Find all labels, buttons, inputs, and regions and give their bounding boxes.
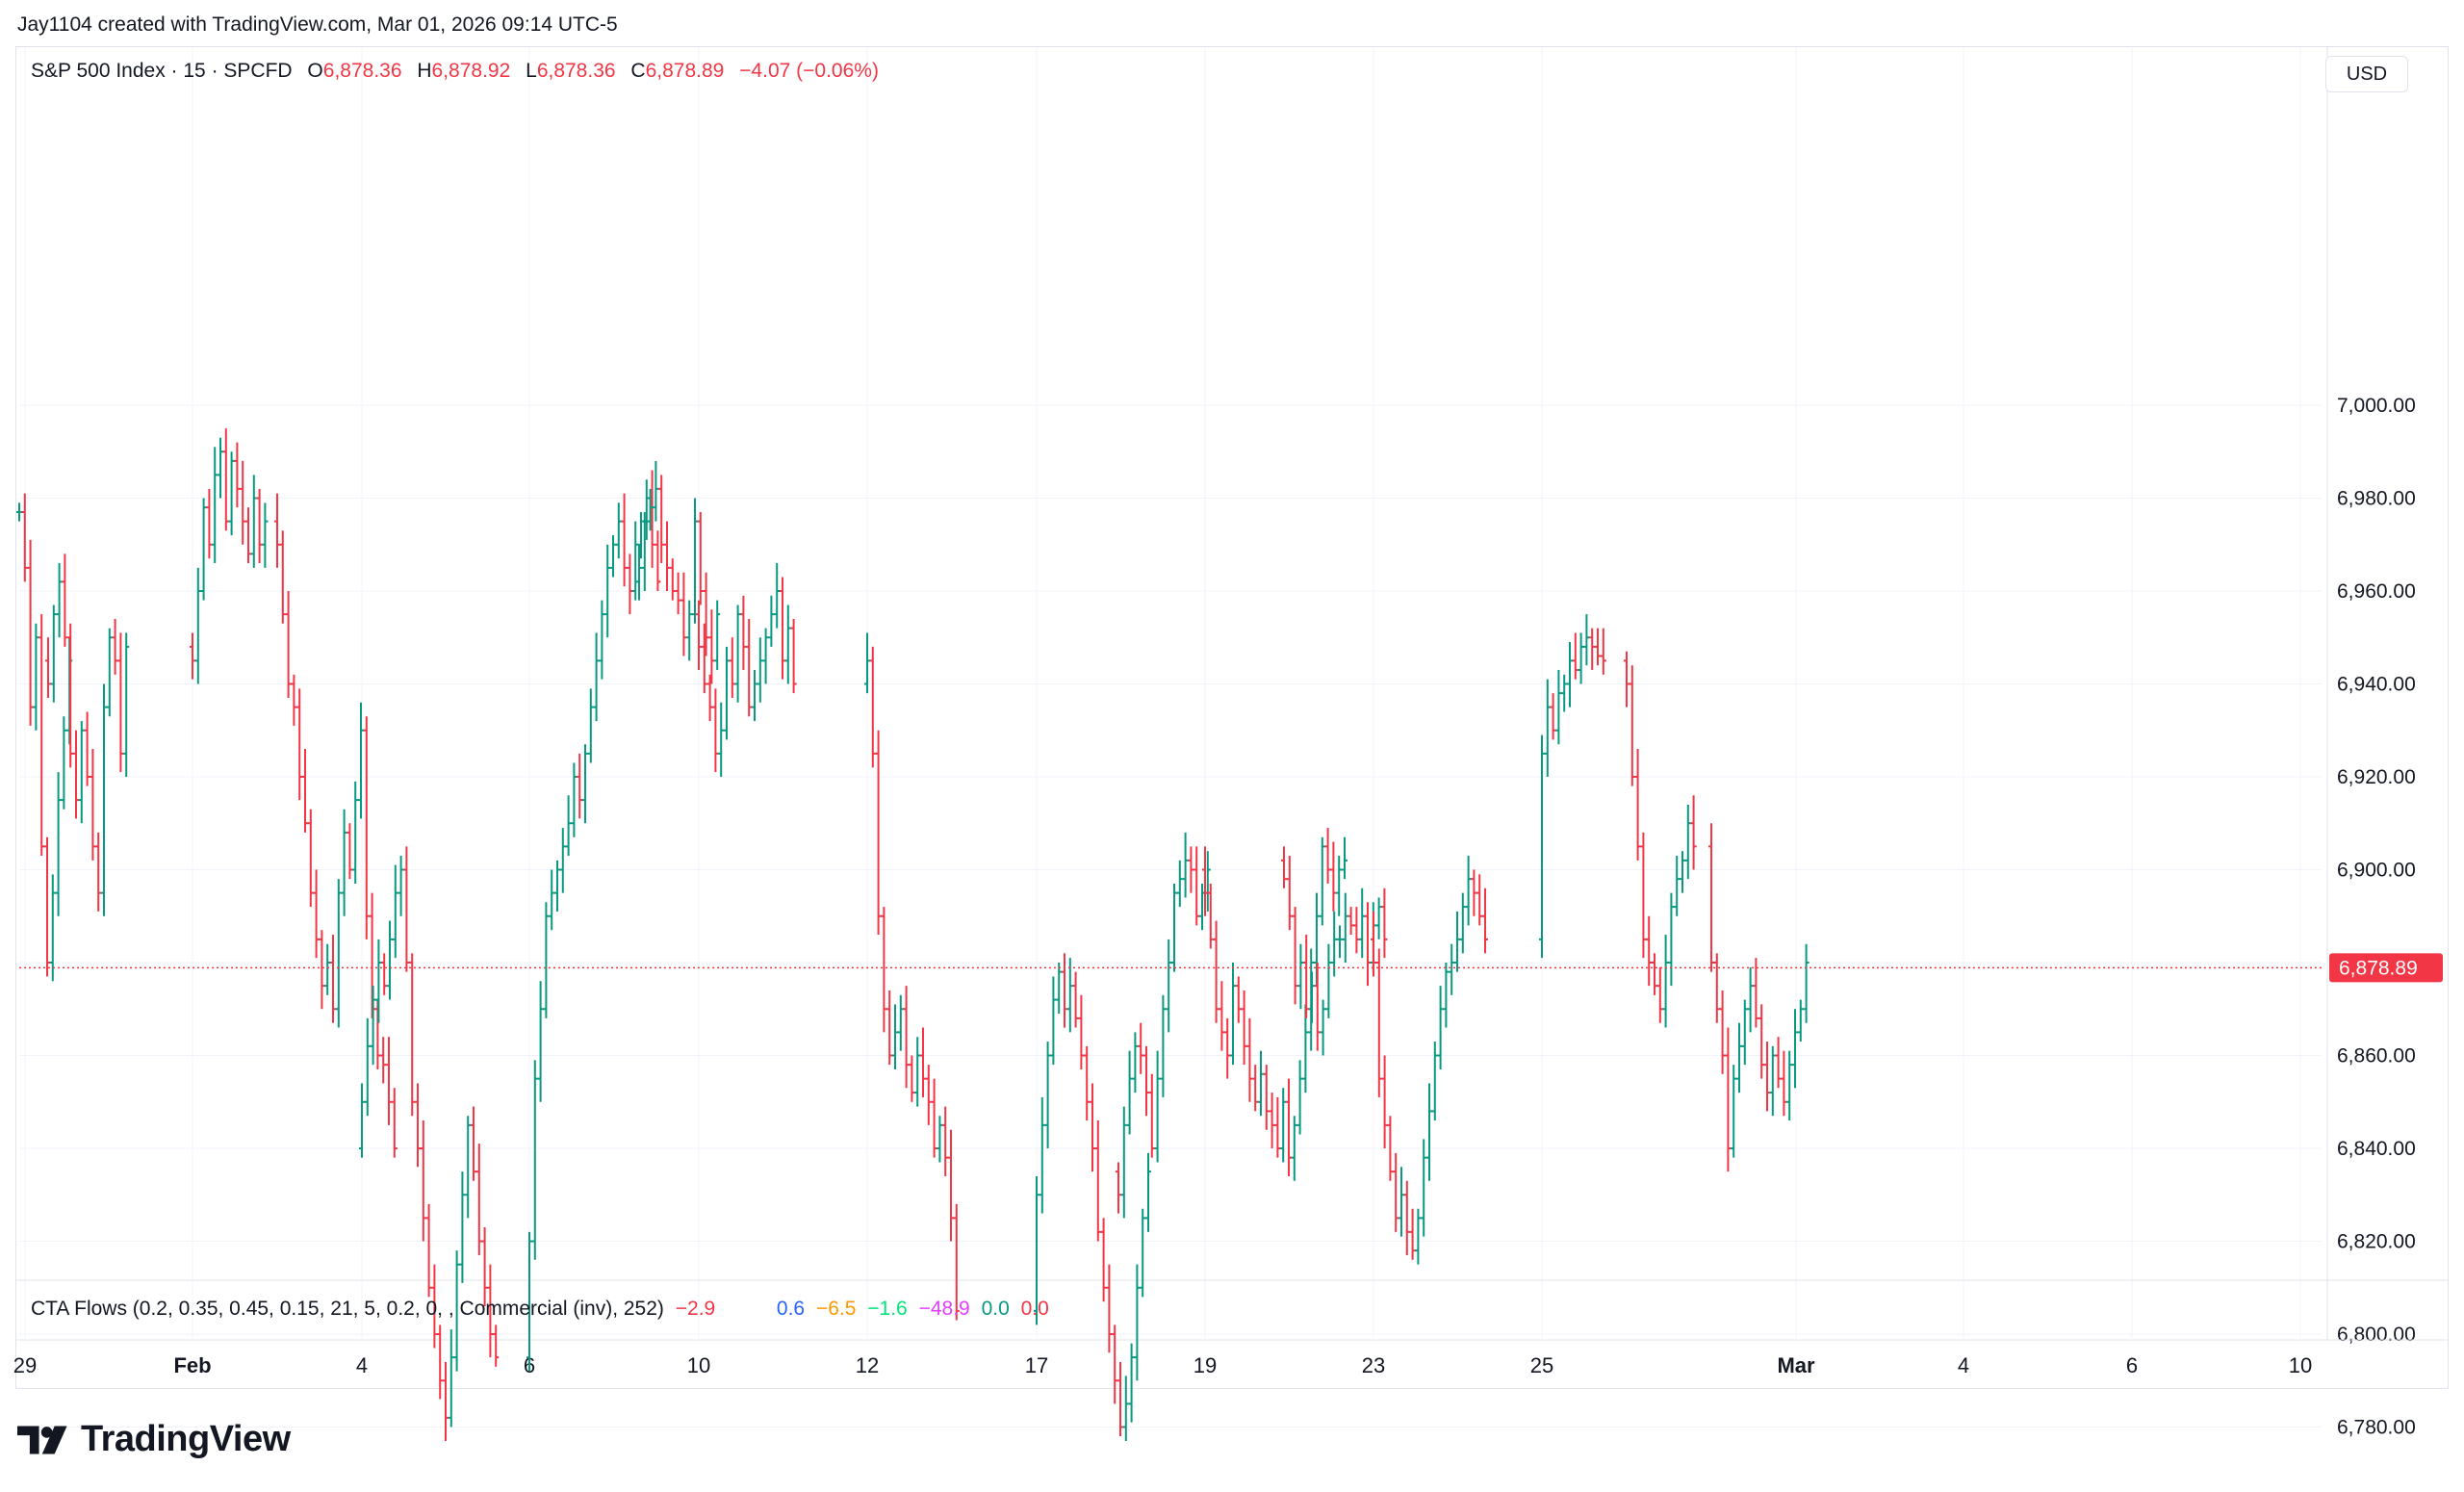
y-tick-label: 6,900.00 xyxy=(2337,860,2416,882)
y-tick-label: 6,920.00 xyxy=(2337,766,2416,788)
attribution-header: Jay1104 created with TradingView.com, Ma… xyxy=(17,13,618,36)
x-tick-label: 4 xyxy=(356,1353,368,1377)
x-tick-label: Mar xyxy=(1777,1353,1815,1377)
x-tick-label: 29 xyxy=(13,1353,37,1377)
x-tick-label: 23 xyxy=(1362,1353,1385,1377)
x-tick-label: 12 xyxy=(856,1353,879,1377)
indicator-label[interactable]: CTA Flows (0.2, 0.35, 0.45, 0.15, 21, 5,… xyxy=(31,1298,664,1320)
x-tick-label: 6 xyxy=(2126,1353,2138,1377)
tradingview-logo-icon xyxy=(17,1426,67,1453)
change-value: −4.07 (−0.06%) xyxy=(739,60,879,82)
x-tick-label: 25 xyxy=(1530,1353,1553,1377)
x-tick-label: 10 xyxy=(2289,1353,2312,1377)
y-tick-label: 6,800.00 xyxy=(2337,1324,2416,1346)
indicator-value: 0.0 xyxy=(1020,1298,1049,1320)
close-label: C xyxy=(630,60,646,82)
low-value: 6,878.36 xyxy=(536,60,616,82)
y-tick-label: 6,980.00 xyxy=(2337,488,2416,510)
y-tick-label: 6,860.00 xyxy=(2337,1045,2416,1068)
y-tick-label: 6,940.00 xyxy=(2337,674,2416,696)
y-tick-label: 6,960.00 xyxy=(2337,580,2416,603)
last-price-badge xyxy=(2329,953,2443,983)
chart-frame[interactable] xyxy=(15,46,2449,1389)
x-tick-label: 10 xyxy=(687,1353,710,1377)
brand-name: TradingView xyxy=(81,1419,291,1459)
y-tick-label: 7,000.00 xyxy=(2337,395,2416,417)
low-label: L xyxy=(526,60,537,82)
currency-button[interactable]: USD xyxy=(2325,56,2408,92)
symbol-legend: S&P 500 Index · 15 · SPCFD O6,878.36 H6,… xyxy=(31,60,879,83)
x-tick-label: Feb xyxy=(173,1353,211,1377)
x-tick-label: 4 xyxy=(1958,1353,1969,1377)
indicator-value: −2.9 xyxy=(675,1298,716,1320)
high-label: H xyxy=(417,60,432,82)
y-tick-label: 6,820.00 xyxy=(2337,1231,2416,1253)
indicator-value: 0.0 xyxy=(981,1298,1010,1320)
y-tick-label: 6,780.00 xyxy=(2337,1417,2416,1439)
indicator-value: −48.9 xyxy=(918,1298,970,1320)
y-tick-label: 6,840.00 xyxy=(2337,1138,2416,1160)
high-value: 6,878.92 xyxy=(431,60,511,82)
tradingview-brand[interactable]: TradingView xyxy=(17,1419,291,1460)
indicator-value: −1.6 xyxy=(867,1298,908,1320)
symbol-name[interactable]: S&P 500 Index · 15 · SPCFD xyxy=(31,60,293,82)
x-tick-label: 19 xyxy=(1194,1353,1217,1377)
open-value: 6,878.36 xyxy=(322,60,402,82)
indicator-value: −6.5 xyxy=(815,1298,857,1320)
indicator-value: 0.6 xyxy=(776,1298,806,1320)
last-price-label: 6,878.89 xyxy=(2339,957,2418,979)
close-value: 6,878.89 xyxy=(645,60,725,82)
open-label: O xyxy=(307,60,323,82)
x-tick-label: 17 xyxy=(1025,1353,1048,1377)
indicator-legend[interactable]: CTA Flows (0.2, 0.35, 0.45, 0.15, 21, 5,… xyxy=(31,1298,1055,1321)
